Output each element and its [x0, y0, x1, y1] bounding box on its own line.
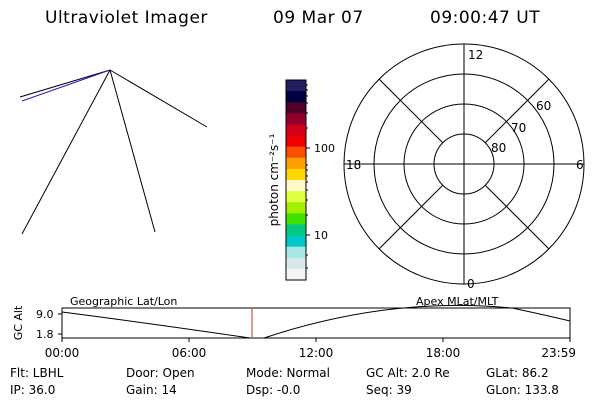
gain-info: Gain: 14 [126, 383, 177, 397]
date-label: 09 Mar 07 [273, 8, 364, 28]
timeline-ymin: 1.8 [36, 328, 54, 341]
timeline-ymax: 9.0 [36, 308, 54, 321]
colorbar-segment [286, 113, 306, 126]
dsp-info: Dsp: -0.0 [246, 383, 301, 397]
colorbar-segment [286, 213, 306, 226]
colorbar-segment [286, 246, 306, 259]
colorbar-segment [286, 168, 306, 181]
colorbar-segment [286, 157, 306, 170]
timeline-right-title: Apex MLat/MLT [416, 295, 499, 308]
colorbar-segment [286, 224, 306, 237]
timeline-left-title: Geographic Lat/Lon [70, 295, 177, 308]
mlt-label-0: 0 [467, 277, 475, 291]
color-bar: 100 10 photon cm⁻²s⁻¹ [267, 79, 335, 281]
filter-info: Flt: LBHL [10, 366, 64, 380]
ip-info: IP: 36.0 [10, 383, 56, 397]
timeline-tick-label: 06:00 [172, 346, 207, 360]
seq-info: Seq: 39 [366, 383, 412, 397]
colorbar-segment [286, 124, 306, 137]
mlt-label-6: 6 [576, 158, 584, 172]
colorbar-tick-10: 10 [314, 229, 328, 242]
altitude-curve [61, 304, 571, 339]
colorbar-segment [286, 202, 306, 214]
mlt-label-12: 12 [468, 48, 483, 62]
colorbar-segment [286, 180, 306, 192]
colorbar-segment [286, 146, 306, 159]
colorbar-tick-100: 100 [314, 142, 335, 155]
timeline-tick-label: 18:00 [426, 346, 461, 360]
timeline-tick-label: 23:59 [541, 346, 576, 360]
timeline-panel: Geographic Lat/Lon Apex MLat/MLT 9.0 1.8… [12, 295, 576, 360]
time-label: 09:00:47 UT [430, 8, 541, 28]
lat-label-80: 80 [491, 141, 506, 155]
colorbar-segment [286, 102, 306, 114]
polar-grid [343, 43, 585, 285]
timeline-tick-marks [58, 313, 571, 342]
instrument-title: Ultraviolet Imager [45, 8, 208, 28]
timeline-tick-label: 12:00 [299, 346, 334, 360]
colorbar-segment [286, 235, 306, 248]
colorbar-segment [286, 191, 306, 203]
lat-label-70: 70 [511, 121, 526, 135]
colorbar-segment [286, 268, 306, 281]
glat-info: GLat: 86.2 [486, 366, 549, 380]
timeline-ylabel: GC Alt [12, 305, 25, 340]
colorbar-label: photon cm⁻²s⁻¹ [267, 133, 281, 226]
glon-info: GLon: 133.8 [486, 383, 559, 397]
door-info: Door: Open [126, 366, 195, 380]
colorbar-segment [286, 257, 306, 270]
view-geometry-lines [19, 69, 208, 235]
colorbar-ticks [306, 84, 310, 269]
mode-info: Mode: Normal [246, 366, 330, 380]
mlt-label-18: 18 [346, 158, 361, 172]
gc-alt-info: GC Alt: 2.0 Re [366, 366, 450, 380]
lat-label-60: 60 [536, 99, 551, 113]
colorbar-segment [286, 91, 306, 103]
colorbar-segment [286, 135, 306, 148]
colorbar-segment [286, 80, 306, 92]
timeline-tick-label: 00:00 [45, 346, 80, 360]
